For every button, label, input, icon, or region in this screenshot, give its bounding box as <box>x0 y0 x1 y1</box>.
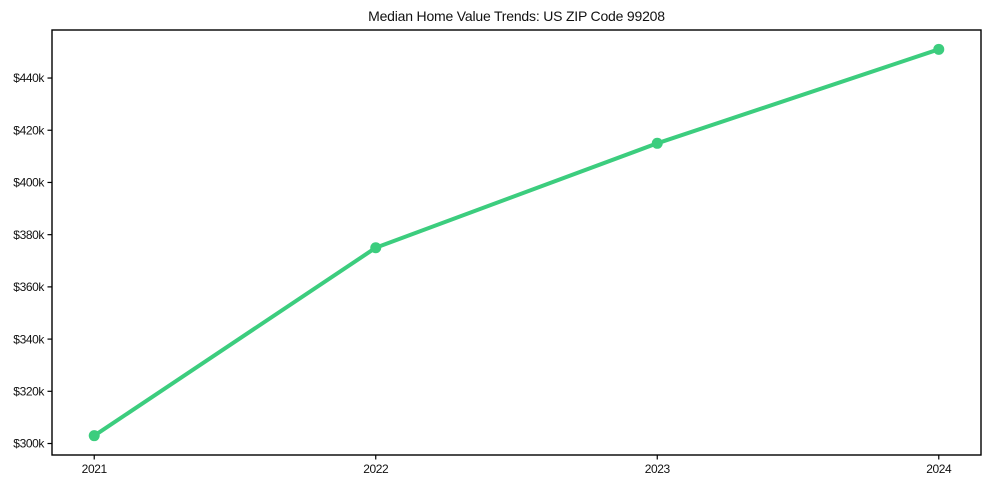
y-tick-label: $320k <box>13 385 45 399</box>
data-point-marker <box>370 242 382 254</box>
y-tick-label: $440k <box>13 71 45 85</box>
x-tick-label: 2021 <box>82 462 108 476</box>
y-tick-label: $360k <box>13 280 45 294</box>
plot-frame <box>51 29 982 456</box>
y-tick-label: $380k <box>13 228 45 242</box>
x-tick-label: 2023 <box>645 462 671 476</box>
trend-line <box>92 47 941 438</box>
y-tick-label: $420k <box>13 123 45 137</box>
x-tick-label: 2024 <box>926 462 952 476</box>
x-tick-label: 2022 <box>363 462 389 476</box>
y-tick-label: $340k <box>13 332 45 346</box>
data-point-marker <box>933 43 945 55</box>
plot-area: $300k $320k $340k $360k $380k $400k $420k $440k… <box>13 29 982 476</box>
y-tick-label: $400k <box>13 176 45 190</box>
data-point-marker <box>651 137 663 149</box>
y-tick-label: $300k <box>13 437 45 451</box>
data-point-marker <box>88 430 100 442</box>
chart-title: Median Home Value Trends: US ZIP Code 99… <box>368 8 665 24</box>
